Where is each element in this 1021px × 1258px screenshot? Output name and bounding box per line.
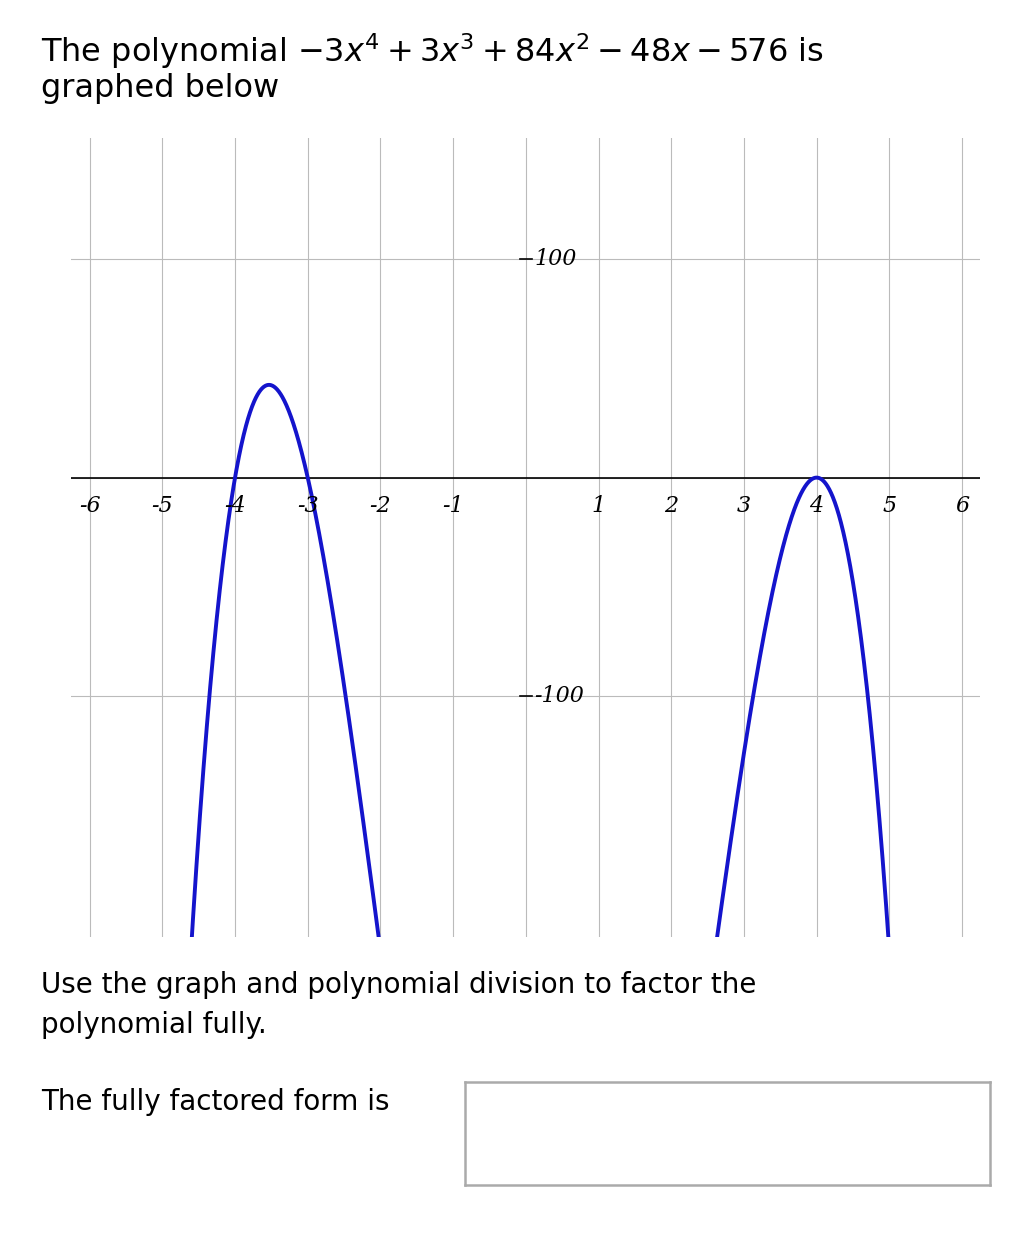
Text: -2: -2 [370, 496, 391, 517]
Text: -4: -4 [225, 496, 246, 517]
Text: The fully factored form is: The fully factored form is [41, 1088, 389, 1116]
Text: -3: -3 [297, 496, 319, 517]
Text: 4: 4 [810, 496, 824, 517]
Text: 3: 3 [737, 496, 751, 517]
Text: 2: 2 [664, 496, 678, 517]
Text: -1: -1 [442, 496, 464, 517]
Text: 1: 1 [591, 496, 605, 517]
Text: The polynomial $-3x^4 + 3x^3 + 84x^2 - 48x - 576$ is: The polynomial $-3x^4 + 3x^3 + 84x^2 - 4… [41, 31, 824, 72]
Text: 5: 5 [882, 496, 896, 517]
Text: -5: -5 [151, 496, 174, 517]
Text: -100: -100 [535, 686, 584, 707]
Text: polynomial fully.: polynomial fully. [41, 1011, 266, 1039]
Text: -6: -6 [79, 496, 100, 517]
Text: Use the graph and polynomial division to factor the: Use the graph and polynomial division to… [41, 971, 757, 999]
Text: 6: 6 [955, 496, 969, 517]
Text: 100: 100 [535, 248, 577, 269]
Text: graphed below: graphed below [41, 73, 279, 104]
